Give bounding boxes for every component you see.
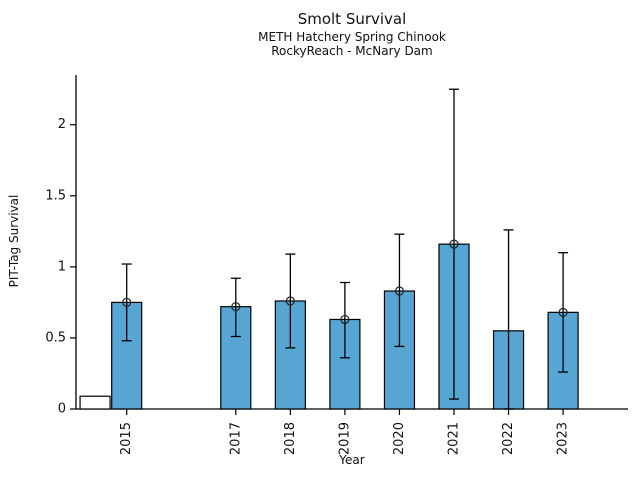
chart-subtitle-line2: RockyReach - McNary Dam [271, 44, 433, 58]
x-tick-label: 2020 [392, 422, 407, 455]
y-tick-label: 1 [58, 259, 66, 274]
point-marker-2023 [558, 307, 568, 317]
point-marker-2021 [449, 239, 459, 249]
point-marker-2019 [340, 314, 350, 325]
y-tick-label: 0.5 [45, 330, 66, 345]
x-tick-label: 2018 [283, 422, 298, 455]
x-tick-label: 2022 [501, 422, 516, 455]
y-tick-label: 2 [58, 117, 66, 132]
x-tick-label: 2021 [447, 422, 462, 455]
point-marker-2015 [122, 297, 132, 308]
point-marker-2020 [394, 286, 405, 296]
point-marker-2017 [231, 302, 241, 312]
x-tick-label: 2023 [556, 422, 571, 455]
point-marker-2018 [285, 296, 295, 306]
y-axis-label: PIT-Tag Survival [7, 194, 21, 288]
unlabeled-bar [79, 395, 111, 410]
y-tick-label: 0 [58, 402, 66, 417]
x-tick-label: 2017 [228, 422, 243, 455]
chart-subtitle-line1: METH Hatchery Spring Chinook [258, 30, 446, 44]
chart-title: Smolt Survival [297, 10, 407, 28]
x-axis-label: Year [339, 453, 365, 467]
x-tick-label: 2019 [337, 422, 352, 455]
x-tick-label: 2015 [119, 422, 134, 455]
y-tick-label: 1.5 [45, 188, 66, 203]
